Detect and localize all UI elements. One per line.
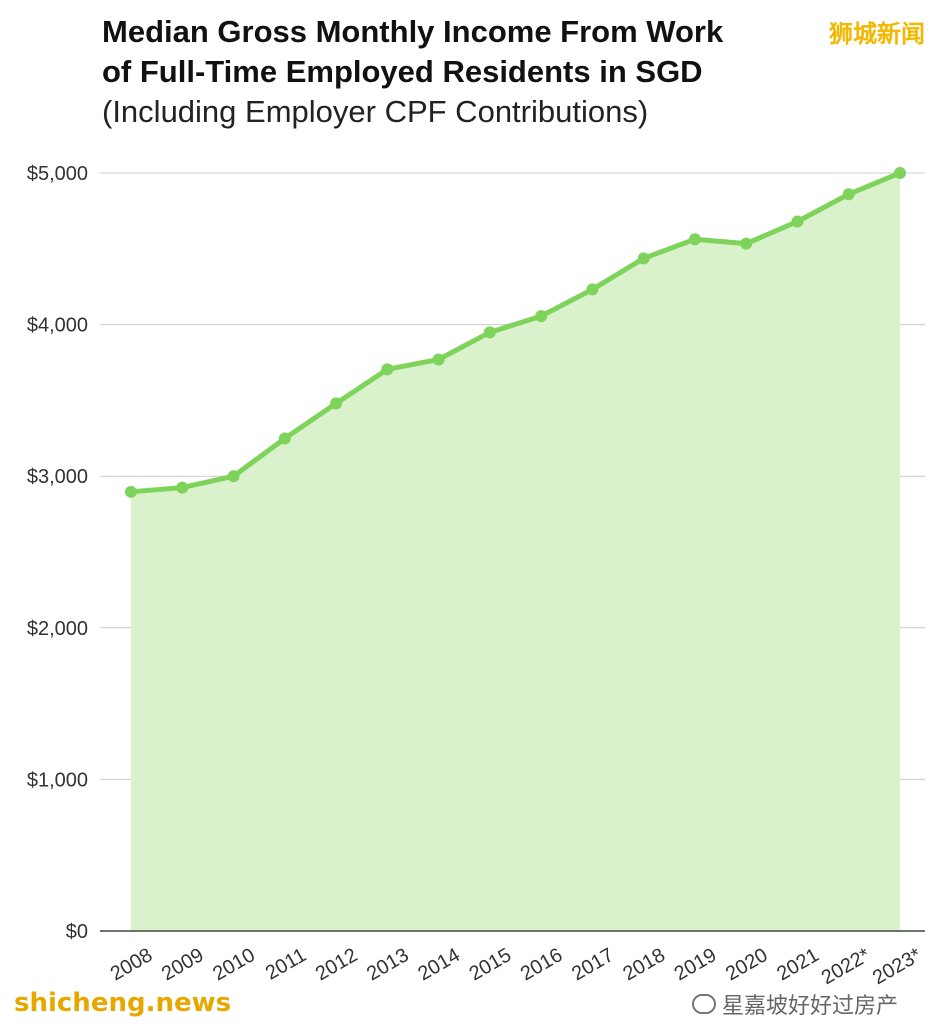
title-line-3: (Including Employer CPF Contributions) xyxy=(102,94,649,129)
data-point xyxy=(176,481,189,494)
x-tick-label: 2022* xyxy=(818,944,874,989)
data-point xyxy=(125,485,137,498)
data-point xyxy=(791,215,804,228)
data-point xyxy=(637,252,650,265)
data-points xyxy=(125,167,906,498)
x-tick-label: 2019 xyxy=(671,944,721,985)
wechat-account: 星嘉坡好好过房产 xyxy=(722,994,899,1019)
y-tick-label: $2,000 xyxy=(27,618,88,640)
data-point xyxy=(740,237,753,250)
wechat-icon xyxy=(692,994,716,1014)
watermark-site: shicheng.news xyxy=(14,988,232,1018)
data-point xyxy=(381,363,394,376)
x-tick-label: 2016 xyxy=(517,944,567,985)
x-tick-label: 2010 xyxy=(209,944,259,985)
data-point xyxy=(842,188,855,201)
watermark-wechat: 星嘉坡好好过房产 xyxy=(692,988,898,1020)
data-point xyxy=(688,233,701,246)
y-tick-label: $1,000 xyxy=(27,769,88,791)
source-badge: 狮城新闻 xyxy=(829,20,925,48)
series-line xyxy=(130,170,901,495)
title-line-2: of Full-Time Employed Residents in SGD xyxy=(102,54,703,89)
data-point xyxy=(330,397,343,410)
y-tick-label: $0 xyxy=(66,921,88,943)
data-point xyxy=(586,283,599,296)
x-tick-label: 2008 xyxy=(107,944,157,985)
x-tick-label: 2014 xyxy=(414,944,464,985)
y-axis-ticks: $0 $1,000 $2,000 $3,000 $4,000 $5,000 xyxy=(27,163,88,943)
data-point xyxy=(432,353,445,366)
title-line-1: Median Gross Monthly Income From Work xyxy=(102,14,724,49)
x-tick-label: 2011 xyxy=(262,944,310,985)
x-tick-label: 2020 xyxy=(722,944,772,985)
chart-title: Median Gross Monthly Income From Work of… xyxy=(102,12,802,132)
data-point xyxy=(483,326,496,339)
x-tick-label: 2015 xyxy=(466,944,516,985)
x-tick-label: 2021 xyxy=(773,944,823,985)
data-point xyxy=(227,470,240,483)
x-tick-label: 2012 xyxy=(312,944,362,985)
x-tick-label: 2018 xyxy=(619,944,669,985)
y-tick-label: $5,000 xyxy=(27,163,88,185)
data-point xyxy=(894,167,906,179)
y-tick-label: $4,000 xyxy=(27,315,88,337)
data-point xyxy=(535,310,548,323)
x-tick-label: 2013 xyxy=(363,944,413,985)
data-point xyxy=(278,432,291,445)
x-tick-label: 2009 xyxy=(158,944,208,985)
area-fill xyxy=(131,173,900,931)
y-tick-label: $3,000 xyxy=(27,466,88,488)
x-tick-label: 2023* xyxy=(869,944,925,989)
x-tick-label: 2017 xyxy=(568,944,618,985)
x-axis-ticks: 2008 2009 2010 2011 2012 2013 2014 2015 2016 2017… xyxy=(107,944,926,989)
